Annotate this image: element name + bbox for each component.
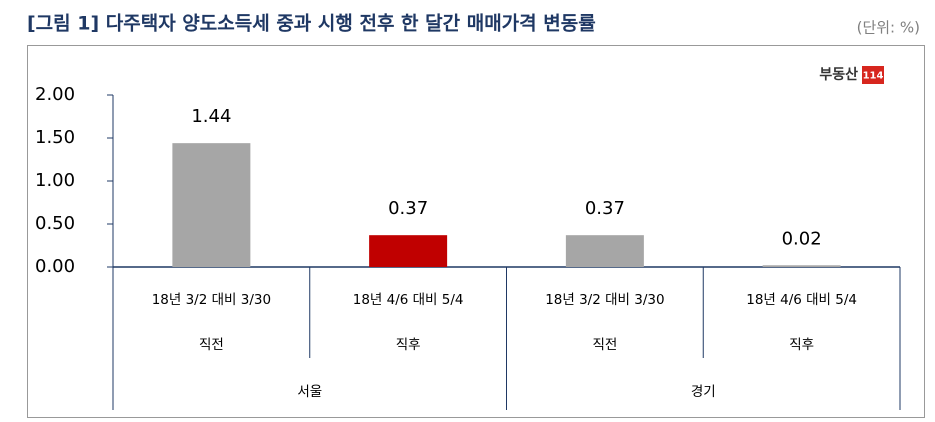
- y-tick-label: 0.50: [35, 213, 75, 234]
- value-label: 0.37: [585, 198, 625, 219]
- chart-title: [그림 1] 다주택자 양도소득세 중과 시행 전후 한 달간 매매가격 변동률: [27, 13, 596, 35]
- bar: [762, 265, 841, 267]
- logo-badge: [862, 66, 884, 84]
- y-tick-label: 0.00: [35, 256, 75, 277]
- group-label: 서울: [297, 384, 322, 400]
- y-tick-label: 1.00: [35, 170, 75, 191]
- x-sublabel: 직후: [396, 337, 421, 353]
- value-label: 0.02: [782, 228, 822, 249]
- bar: [369, 235, 448, 267]
- x-tick-label: 18년 3/2 대비 3/30: [545, 292, 664, 308]
- x-tick-label: 18년 4/6 대비 5/4: [746, 292, 857, 308]
- unit-label: (단위: %): [857, 19, 920, 37]
- logo-badge-text: 114: [863, 71, 884, 82]
- y-tick-label: 1.50: [35, 127, 75, 148]
- bar: [565, 235, 644, 267]
- x-tick-label: 18년 4/6 대비 5/4: [353, 292, 464, 308]
- value-label: 1.44: [191, 106, 231, 127]
- value-label: 0.37: [388, 198, 428, 219]
- group-label: 경기: [691, 384, 716, 400]
- x-tick-label: 18년 3/2 대비 3/30: [152, 292, 271, 308]
- source-logo: 부동산: [819, 66, 858, 83]
- x-sublabel: 직후: [789, 337, 814, 353]
- x-sublabel: 직전: [199, 337, 224, 353]
- bar: [172, 143, 251, 267]
- y-tick-label: 2.00: [35, 84, 75, 105]
- x-sublabel: 직전: [592, 337, 617, 353]
